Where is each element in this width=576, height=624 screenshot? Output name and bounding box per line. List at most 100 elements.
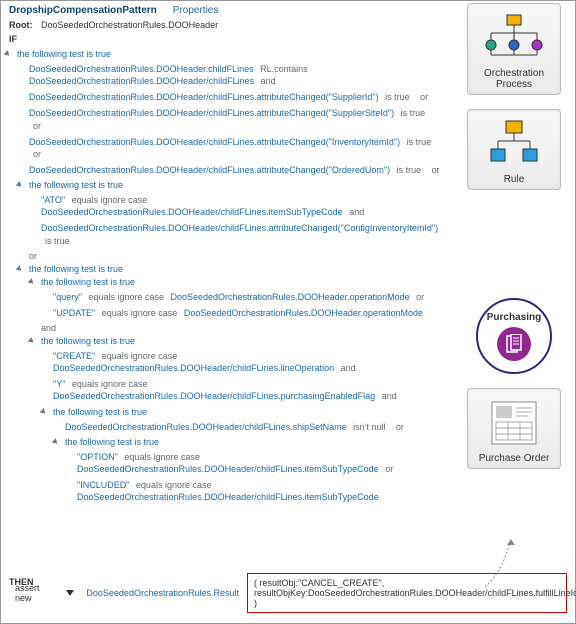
is-true: is true [401,108,426,118]
expr: DooSeededOrchestrationRules.DOOHeader/ch… [53,363,334,373]
included-subtype: "INCLUDED" equals ignore case DooSeededO… [77,479,441,503]
purchasing-circle: Purchasing [476,298,552,374]
expr: DooSeededOrchestrationRules.DOOHeader/ch… [29,76,254,86]
expr: SupplierId [332,92,373,102]
properties-link[interactable]: Properties [173,5,219,16]
root-label: Root: [9,20,33,30]
and-joiner: and [349,207,364,217]
literal: "Y" [53,379,65,389]
or-joiner: or [432,165,440,175]
purchase-order-icon [472,395,556,451]
attr-ordereduom: DooSeededOrchestrationRules.DOOHeader/ch… [29,164,441,176]
condition-tree: the following test is true DooSeededOrch… [1,49,449,503]
test-label: the following test is true [41,277,135,287]
chevron-down-icon[interactable] [4,50,12,58]
literal: "INCLUDED" [77,480,129,490]
chevron-down-icon[interactable] [40,408,48,416]
expr: DooSeededOrchestrationRules.DOOHeader/ch… [65,422,347,432]
rule-icon [472,116,556,172]
opmode-test[interactable]: the following test is true "query" equal… [29,277,441,319]
expr: DooSeededOrchestrationRules.DOOHeader/ch… [29,137,332,147]
expr: SupplierSiteId [332,108,388,118]
or-joiner: or [385,464,393,474]
test-label: the following test is true [41,336,135,346]
chevron-down-icon[interactable] [16,265,24,273]
and-separator: and [41,323,441,333]
expr: DooSeededOrchestrationRules.DOOHeader/ch… [41,223,344,233]
or-separator: or [29,251,441,261]
result-class: DooSeededOrchestrationRules.Result [86,588,239,598]
and-joiner: and [382,391,397,401]
is-true: is true [45,236,70,246]
rl-contains-line: DooSeededOrchestrationRules.DOOHeader.ch… [29,63,441,87]
is-true: is true [407,137,432,147]
literal: "CREATE" [53,351,95,361]
op-equals-ic: equals ignore case [124,452,200,462]
expr: DooSeededOrchestrationRules.DOOHeader.op… [184,308,423,318]
operation-test[interactable]: the following test is true the following… [17,264,441,504]
config-inv: DooSeededOrchestrationRules.DOOHeader/ch… [41,222,441,246]
purchase-order-card: Purchase Order [467,388,561,469]
chevron-down-icon[interactable] [28,337,36,345]
chevron-down-icon[interactable] [16,181,24,189]
expr: DooSeededOrchestrationRules.DOOHeader/ch… [77,492,379,502]
op-equals-ic: equals ignore case [102,351,178,361]
or-joiner: or [33,121,41,131]
assert-new-label: assert new [15,583,54,603]
expr: OrderedUom [332,165,384,175]
attr-supplierid: DooSeededOrchestrationRules.DOOHeader/ch… [29,91,441,103]
expr: ") [388,108,394,118]
expr: ") [432,223,438,233]
shipset-test[interactable]: the following test is true DooSeededOrch… [41,407,441,504]
test-label: the following test is true [17,49,111,59]
query-opmode: "query" equals ignore case DooSeededOrch… [53,291,441,303]
option-subtype: "OPTION" equals ignore case DooSeededOrc… [77,451,441,475]
and-joiner: and [261,76,276,86]
rule-title: DropshipCompensationPattern [9,5,157,16]
expr: DooSeededOrchestrationRules.DOOHeader/ch… [29,165,332,175]
purchasing-label: Purchasing [487,312,541,323]
expr: ConfigInventoryItemId [344,223,432,233]
chevron-down-icon[interactable] [52,438,60,446]
result-line-1: ( resultObj:"CANCEL_CREATE", [254,578,560,588]
chevron-down-icon[interactable] [28,278,36,286]
rule-card: Rule [467,109,561,190]
is-true: is true [385,92,410,102]
root-value: DooSeededOrchestrationRules.DOOHeader [41,20,218,30]
op-rl-contains: RL.contains [260,64,308,74]
right-column: Orchestration Process Rule Purchasing [459,3,569,469]
literal: "query" [53,292,82,302]
expr: InventoryItemId [332,137,394,147]
literal: "ATO" [41,195,65,205]
subtype-test[interactable]: the following test is true "OPTION" equa… [53,437,441,504]
orchestration-process-card: Orchestration Process [467,3,561,95]
op-equals-ic: equals ignore case [72,195,148,205]
or-joiner: or [420,92,428,102]
ato-test[interactable]: the following test is true "ATO" equals … [17,180,441,247]
op-isnt-null: isn't null [353,422,385,432]
and-joiner: and [341,363,356,373]
y-purchflag: "Y" equals ignore case DooSeededOrchestr… [53,378,441,402]
shipset-notnull: DooSeededOrchestrationRules.DOOHeader/ch… [65,421,441,433]
result-args-box: ( resultObj:"CANCEL_CREATE", resultObjKe… [247,573,567,613]
orchestration-process-icon [472,10,556,66]
lineop-test[interactable]: the following test is true "CREATE" equa… [29,336,441,503]
ato-equals: "ATO" equals ignore case DooSeededOrches… [41,194,441,218]
dropdown-icon[interactable] [66,590,74,596]
literal: "OPTION" [77,452,118,462]
op-equals-ic: equals ignore case [72,379,148,389]
rule-label: Rule [472,174,556,185]
attr-suppliersiteid: DooSeededOrchestrationRules.DOOHeader/ch… [29,107,441,131]
expr: ") [372,92,378,102]
orchestration-process-label: Orchestration Process [472,68,556,90]
outer-test[interactable]: the following test is true DooSeededOrch… [5,49,441,503]
expr: DooSeededOrchestrationRules.DOOHeader.op… [171,292,410,302]
op-equals-ic: equals ignore case [136,480,212,490]
update-opmode: "UPDATE" equals ignore case DooSeededOrc… [53,307,441,319]
or-joiner: or [33,149,41,159]
test-label: the following test is true [53,407,147,417]
op-equals-ic: equals ignore case [88,292,164,302]
op-equals-ic: equals ignore case [102,308,178,318]
expr: ") [384,165,390,175]
expr: DooSeededOrchestrationRules.DOOHeader/ch… [29,92,332,102]
